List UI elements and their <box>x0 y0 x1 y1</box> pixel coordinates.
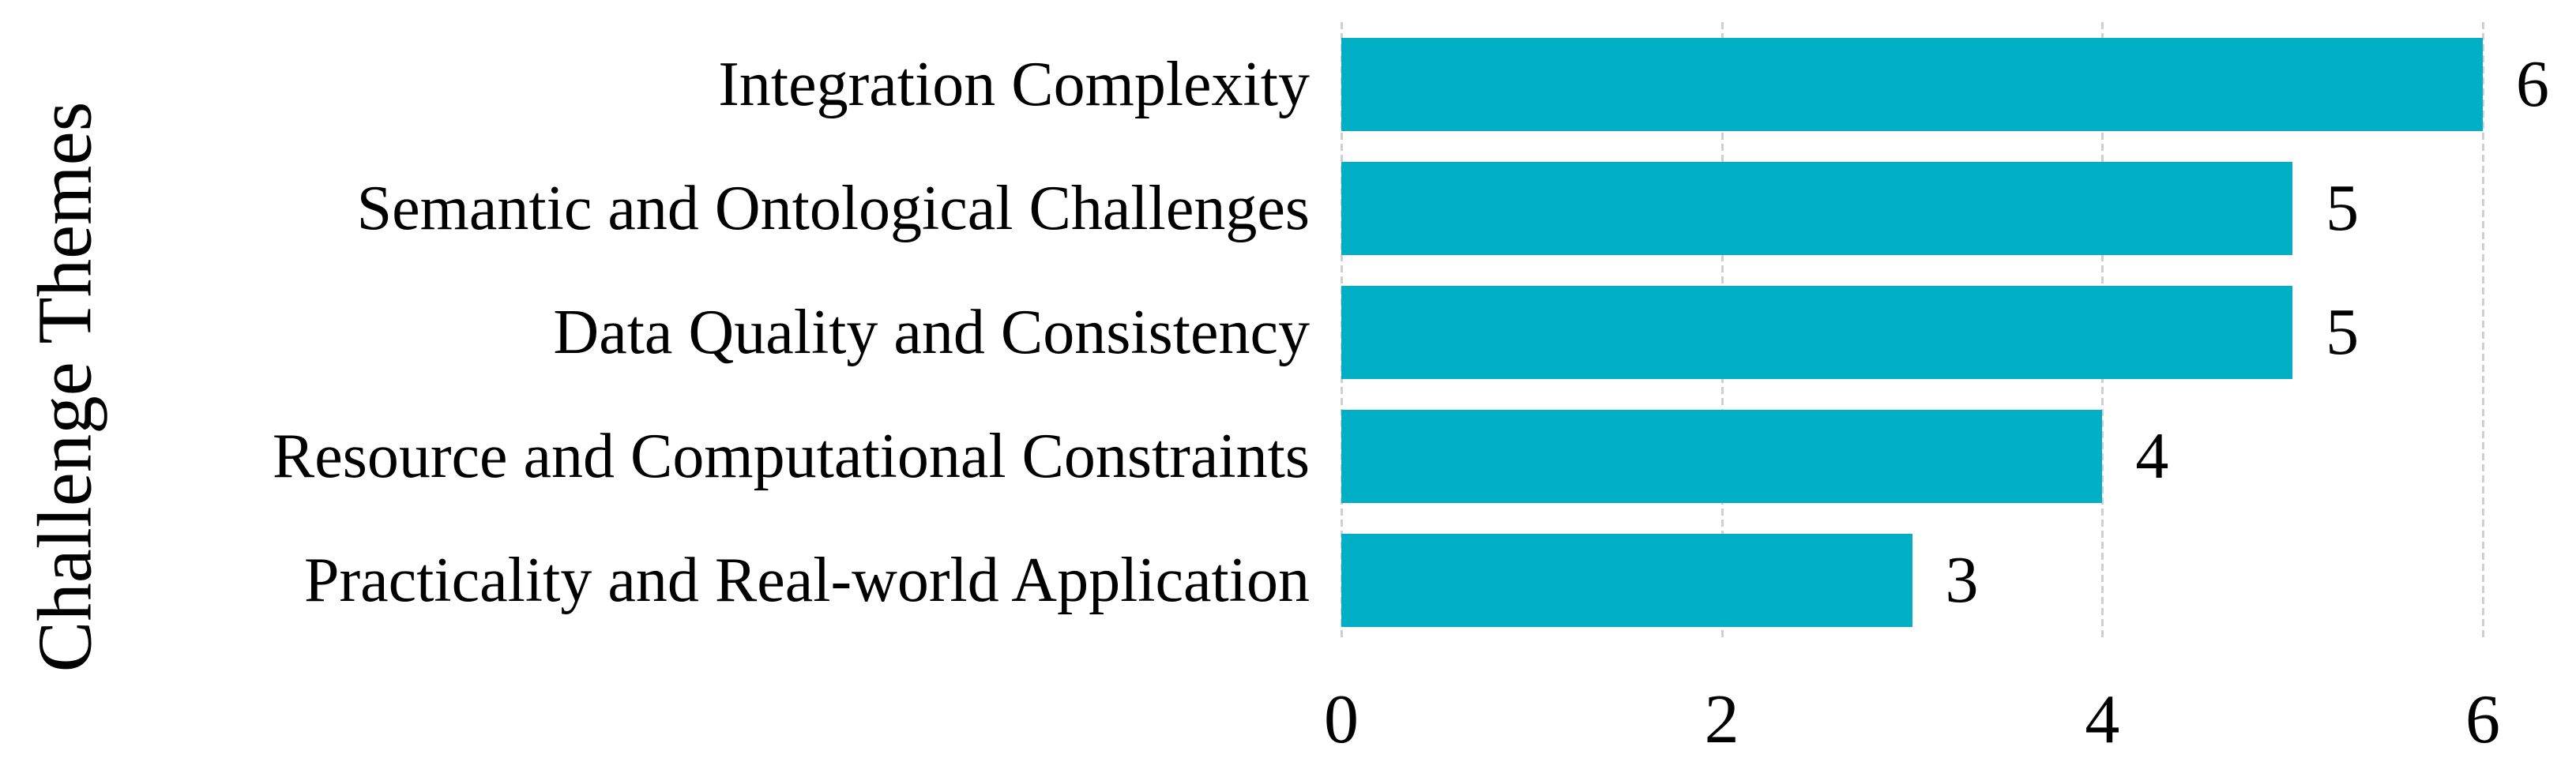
x-axis-tick-labels: 0 2 4 6 <box>1324 681 2500 772</box>
category-label: Semantic and Ontological Challenges <box>356 173 1310 243</box>
bars-area: Integration Complexity 6 Semantic and Onto… <box>0 22 2576 643</box>
value-label: 5 <box>2326 171 2360 245</box>
chart-row: Semantic and Ontological Challenges 5 <box>0 146 2576 270</box>
x-tick-label-6: 6 <box>2465 681 2500 758</box>
chart-row: Integration Complexity 6 <box>0 22 2576 146</box>
chart-row: Resource and Computational Constraints 4 <box>0 395 2576 519</box>
value-label: 5 <box>2326 295 2360 369</box>
bar-track: 6 <box>1341 37 2549 131</box>
x-tick-label-0: 0 <box>1324 681 1359 758</box>
value-label: 6 <box>2516 47 2549 121</box>
x-tick-label-2: 2 <box>1704 681 1739 758</box>
bar-track: 4 <box>1341 410 2483 504</box>
bar <box>1341 286 2293 379</box>
bar-track: 5 <box>1341 161 2483 255</box>
value-label: 3 <box>1945 543 1979 617</box>
bar <box>1341 161 2293 255</box>
category-label: Resource and Computational Constraints <box>272 422 1310 492</box>
category-label: Integration Complexity <box>718 49 1310 119</box>
chart-row: Data Quality and Consistency 5 <box>0 270 2576 394</box>
bar <box>1341 410 2103 504</box>
x-tick-label-4: 4 <box>2085 681 2120 758</box>
category-label: Practicality and Real-world Application <box>304 546 1310 616</box>
bar <box>1341 534 1912 628</box>
category-label: Data Quality and Consistency <box>553 298 1310 367</box>
chart-row: Practicality and Real-world Application 3 <box>0 519 2576 643</box>
bar <box>1341 37 2483 131</box>
bar-track: 5 <box>1341 286 2483 379</box>
bar-track: 3 <box>1341 534 2483 628</box>
value-label: 4 <box>2135 419 2169 494</box>
